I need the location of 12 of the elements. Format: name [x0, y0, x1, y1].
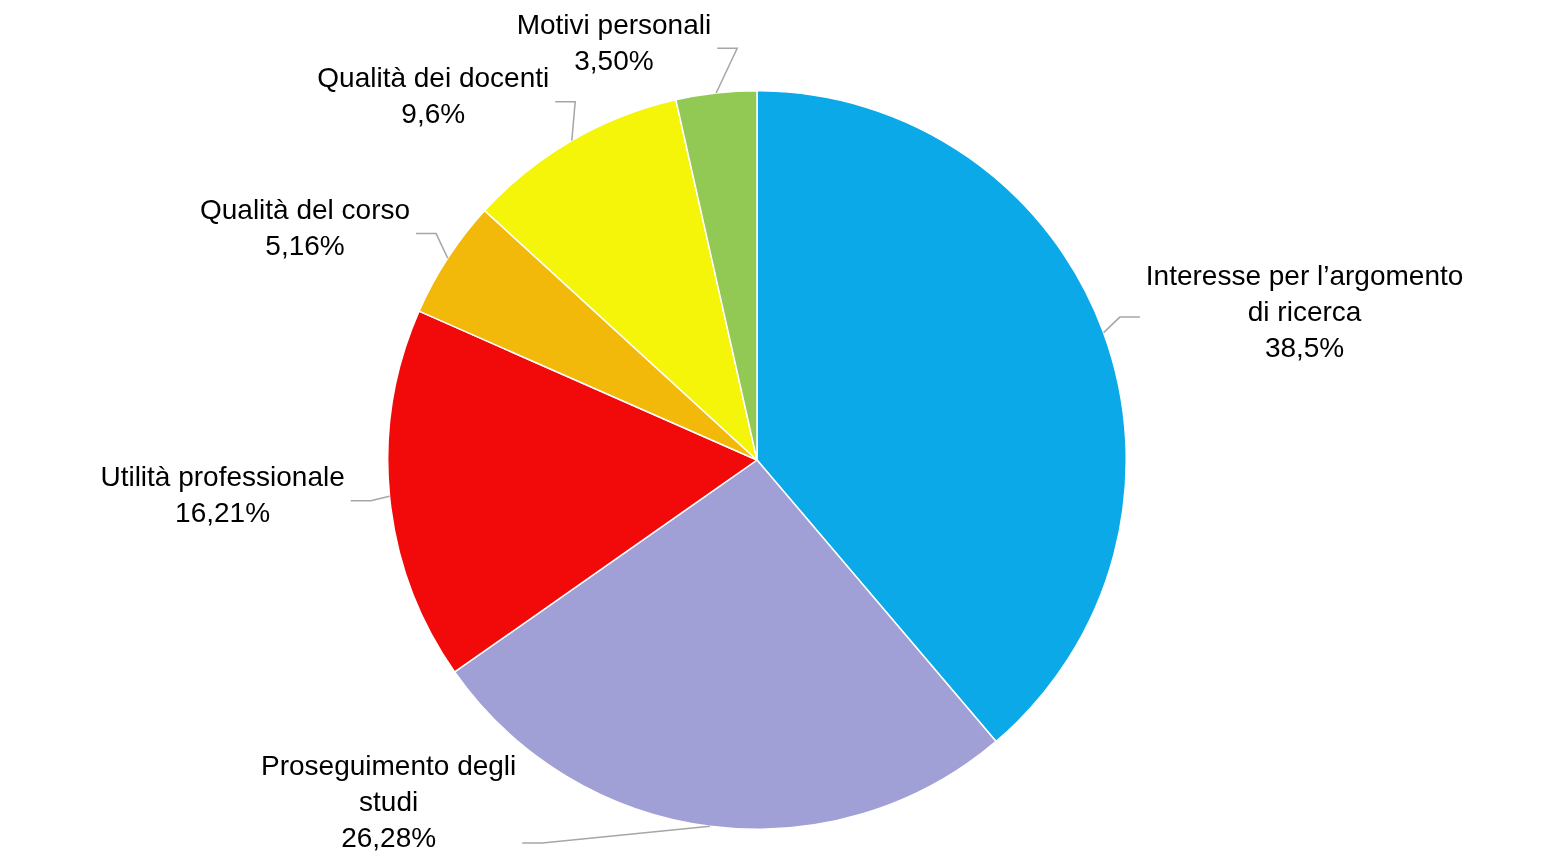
slice-label: Qualità del corso [199, 194, 411, 226]
data-label: 26,28% [341, 821, 437, 853]
data-label: 3,50% [574, 45, 654, 77]
slice-label: Motivi personali [516, 9, 712, 41]
slice-label: Proseguimento degli studi [261, 749, 517, 817]
slice-label: Qualità dei docenti [317, 62, 550, 94]
data-label: 38,5% [1264, 331, 1345, 363]
slice-label: Interesse per l’argomento di ricerca [1145, 259, 1464, 327]
data-label: 5,16% [265, 230, 345, 262]
slice-label: Utilità professionale [100, 461, 345, 493]
data-label: 9,6% [401, 98, 466, 130]
data-label: 16,21% [175, 497, 271, 529]
